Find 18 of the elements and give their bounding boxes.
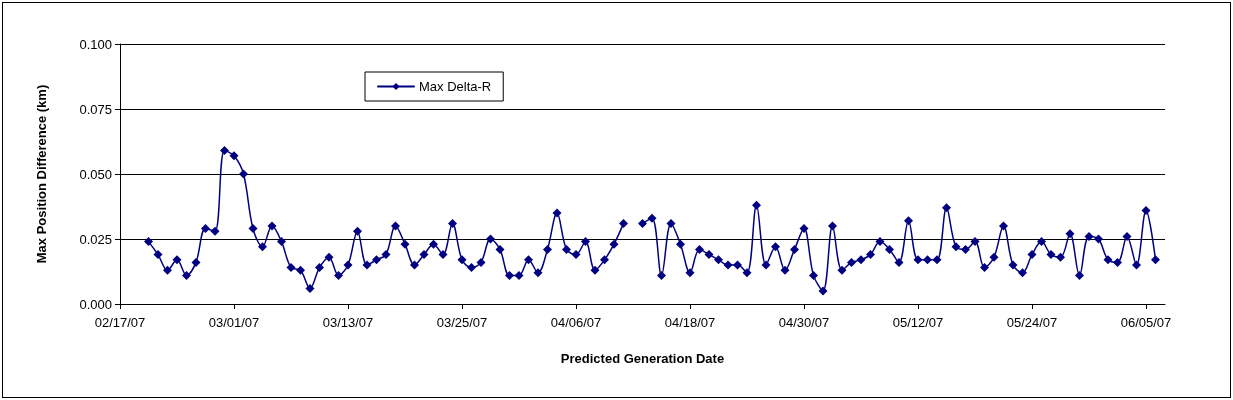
x-tick-label: 02/17/07 [94,315,146,330]
y-tick-label: 0.100 [79,36,112,52]
x-tick-label: 06/05/07 [1120,315,1172,330]
y-tick-label: 0.025 [79,231,112,247]
x-tick-label: 03/13/07 [322,315,374,330]
y-tick-label: 0.050 [79,166,112,182]
x-tick-label: 03/01/07 [208,315,260,330]
x-tick-label: 05/12/07 [892,315,944,330]
x-tick-label: 04/18/07 [664,315,716,330]
legend-label: Max Delta-R [419,79,492,94]
y-tick-label: 0.075 [79,101,112,117]
y-axis-title: Max Position Difference (km) [34,84,49,264]
x-tick-label: 04/30/07 [778,315,830,330]
x-tick-label: 05/24/07 [1006,315,1058,330]
x-tick-label: 04/06/07 [550,315,602,330]
x-axis-title: Predicted Generation Date [560,351,725,366]
x-tick-label: 03/25/07 [436,315,488,330]
y-tick-label: 0.000 [79,296,112,312]
